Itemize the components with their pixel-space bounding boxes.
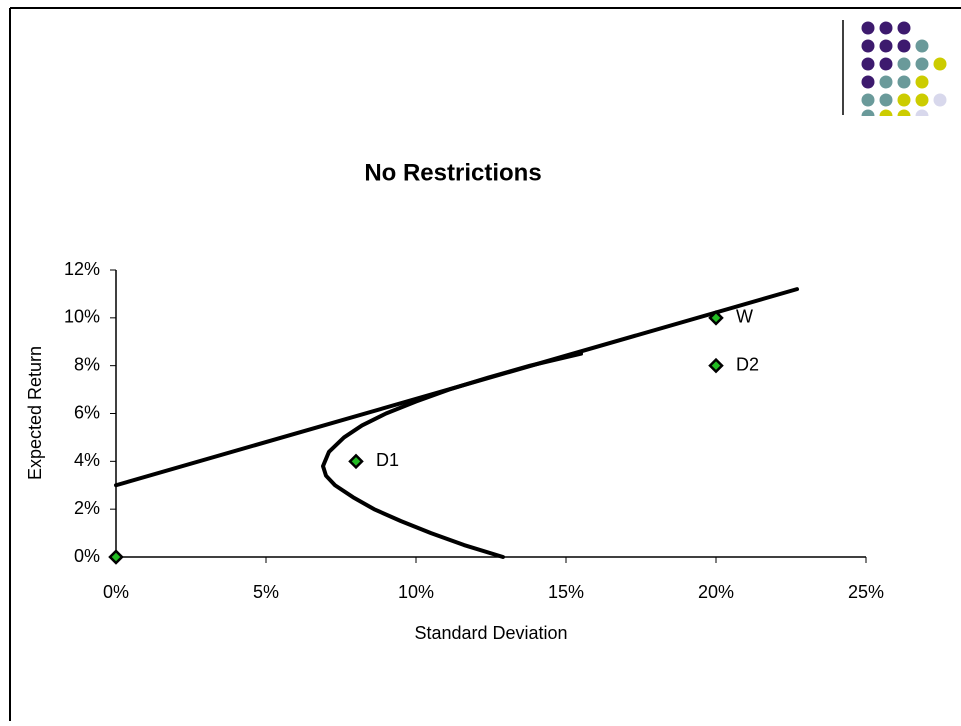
point-label: D1 bbox=[376, 450, 399, 470]
x-tick-label: 20% bbox=[698, 582, 734, 602]
point bbox=[710, 360, 722, 372]
y-tick-label: 4% bbox=[74, 450, 100, 470]
x-tick-label: 25% bbox=[848, 582, 884, 602]
point-label: D2 bbox=[736, 354, 759, 374]
y-tick-label: 8% bbox=[74, 354, 100, 374]
x-tick-label: 5% bbox=[253, 582, 279, 602]
x-tick-label: 10% bbox=[398, 582, 434, 602]
x-tick-label: 15% bbox=[548, 582, 584, 602]
x-axis-label: Standard Deviation bbox=[414, 623, 567, 643]
y-tick-label: 12% bbox=[64, 259, 100, 279]
point bbox=[110, 551, 122, 563]
y-tick-label: 0% bbox=[74, 546, 100, 566]
y-axis-label: Expected Return bbox=[25, 346, 45, 480]
decor-dots bbox=[862, 22, 947, 117]
x-tick-label: 0% bbox=[103, 582, 129, 602]
y-tick-label: 10% bbox=[64, 307, 100, 327]
point-label: W bbox=[736, 307, 753, 327]
y-tick-label: 6% bbox=[74, 402, 100, 422]
slide: No Restrictions Standard Deviation Expec… bbox=[0, 0, 961, 721]
point bbox=[350, 455, 362, 467]
chart-title: No Restrictions bbox=[364, 159, 541, 186]
line bbox=[116, 289, 797, 485]
y-tick-label: 2% bbox=[74, 498, 100, 518]
line bbox=[323, 354, 581, 557]
